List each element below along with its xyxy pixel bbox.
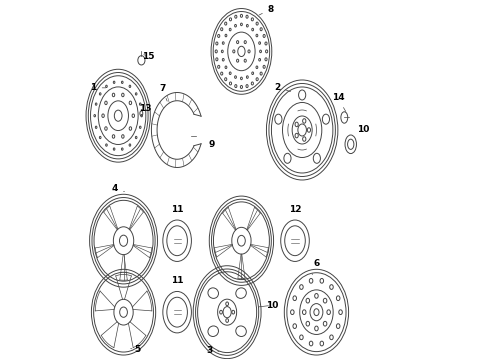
Text: 8: 8 xyxy=(259,5,274,15)
Text: 14: 14 xyxy=(332,93,346,112)
Ellipse shape xyxy=(281,220,309,261)
Text: 4: 4 xyxy=(112,184,124,193)
Text: 11: 11 xyxy=(171,205,183,214)
Ellipse shape xyxy=(163,220,192,261)
Text: 9: 9 xyxy=(209,140,215,149)
Text: 11: 11 xyxy=(171,276,183,285)
Text: 1: 1 xyxy=(91,83,106,92)
Text: 7: 7 xyxy=(159,84,167,101)
Text: 10: 10 xyxy=(266,301,278,310)
Text: 6: 6 xyxy=(312,260,319,275)
Text: 10: 10 xyxy=(357,126,369,135)
Text: 12: 12 xyxy=(289,205,301,214)
Text: 2: 2 xyxy=(274,83,291,92)
Text: 3: 3 xyxy=(206,346,219,355)
Ellipse shape xyxy=(163,292,192,333)
Text: 13: 13 xyxy=(139,104,151,113)
Text: 5: 5 xyxy=(131,345,141,354)
Text: 15: 15 xyxy=(142,52,154,61)
